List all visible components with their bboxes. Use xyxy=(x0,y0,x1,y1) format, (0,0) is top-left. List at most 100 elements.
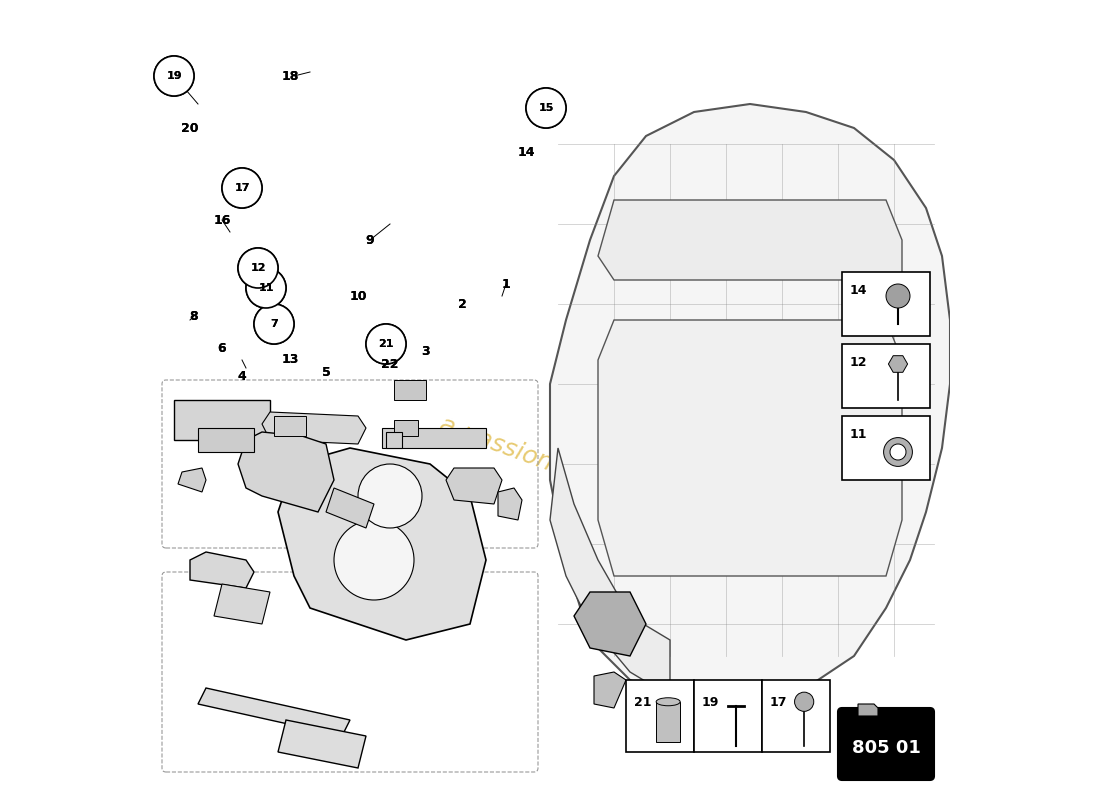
Text: 21: 21 xyxy=(378,339,394,349)
Text: 15: 15 xyxy=(538,103,553,113)
Text: 1: 1 xyxy=(502,278,510,290)
Bar xyxy=(382,428,486,448)
Circle shape xyxy=(222,168,262,208)
Bar xyxy=(694,680,762,752)
Polygon shape xyxy=(238,432,334,512)
Text: 9: 9 xyxy=(365,234,374,246)
Bar xyxy=(274,416,306,436)
Circle shape xyxy=(366,324,406,364)
Text: 19: 19 xyxy=(702,696,719,709)
Text: ETKA: ETKA xyxy=(564,306,888,414)
Text: a passion for parts: a passion for parts xyxy=(437,413,663,515)
Circle shape xyxy=(222,168,262,208)
Text: 11: 11 xyxy=(258,283,274,293)
Text: 21: 21 xyxy=(378,339,394,349)
Text: 5: 5 xyxy=(321,366,330,378)
Polygon shape xyxy=(550,448,670,696)
Text: 7: 7 xyxy=(271,319,278,329)
Bar xyxy=(657,702,680,742)
Polygon shape xyxy=(326,488,374,528)
Polygon shape xyxy=(598,200,902,280)
Polygon shape xyxy=(574,592,646,656)
Bar xyxy=(174,400,270,440)
Text: 10: 10 xyxy=(350,290,366,302)
Text: 7: 7 xyxy=(271,319,278,329)
Polygon shape xyxy=(550,104,950,704)
Text: 18: 18 xyxy=(282,70,299,82)
Text: 8: 8 xyxy=(189,310,198,322)
Text: 11: 11 xyxy=(850,428,868,441)
Text: 16: 16 xyxy=(213,214,231,226)
Polygon shape xyxy=(278,448,486,640)
Bar xyxy=(842,272,930,336)
Text: 11: 11 xyxy=(258,283,274,293)
Text: 16: 16 xyxy=(213,214,231,226)
Text: 21: 21 xyxy=(634,696,651,709)
Text: 4: 4 xyxy=(238,370,246,382)
Circle shape xyxy=(254,304,294,344)
Circle shape xyxy=(154,56,194,96)
Bar xyxy=(198,428,254,452)
Polygon shape xyxy=(198,688,350,736)
Circle shape xyxy=(366,324,406,364)
Text: 6: 6 xyxy=(218,342,227,354)
Text: 2: 2 xyxy=(458,298,466,310)
Polygon shape xyxy=(889,356,908,372)
FancyBboxPatch shape xyxy=(838,708,934,780)
Polygon shape xyxy=(446,468,502,504)
Bar xyxy=(842,416,930,480)
Text: 5: 5 xyxy=(321,366,330,378)
Text: 20: 20 xyxy=(182,122,199,134)
Text: 17: 17 xyxy=(234,183,250,193)
Circle shape xyxy=(794,692,814,711)
Polygon shape xyxy=(178,468,206,492)
Text: 4: 4 xyxy=(238,370,246,382)
Polygon shape xyxy=(498,488,522,520)
Circle shape xyxy=(254,304,294,344)
Text: 9: 9 xyxy=(365,234,374,246)
Bar xyxy=(626,680,694,752)
Text: 8: 8 xyxy=(189,310,198,322)
Circle shape xyxy=(246,268,286,308)
Text: 19: 19 xyxy=(166,71,182,81)
Bar xyxy=(394,420,418,436)
Text: 14: 14 xyxy=(517,146,535,158)
Text: 20: 20 xyxy=(182,122,199,134)
Text: 22: 22 xyxy=(382,358,398,370)
Circle shape xyxy=(526,88,566,128)
Text: 15: 15 xyxy=(538,103,553,113)
Circle shape xyxy=(334,520,414,600)
Text: 17: 17 xyxy=(770,696,788,709)
Polygon shape xyxy=(190,552,254,588)
Text: 13: 13 xyxy=(282,354,299,366)
Text: 12: 12 xyxy=(850,356,868,369)
Text: 2: 2 xyxy=(458,298,466,310)
Text: 10: 10 xyxy=(350,290,366,302)
Polygon shape xyxy=(858,704,878,716)
Text: 805 01: 805 01 xyxy=(851,739,921,757)
Polygon shape xyxy=(214,584,270,624)
Polygon shape xyxy=(278,720,366,768)
Text: 22: 22 xyxy=(382,358,398,370)
Text: 12: 12 xyxy=(251,263,266,273)
Bar xyxy=(842,344,930,408)
Text: 14: 14 xyxy=(850,284,868,297)
Text: 1: 1 xyxy=(502,278,510,290)
Circle shape xyxy=(154,56,194,96)
Polygon shape xyxy=(630,336,870,560)
Ellipse shape xyxy=(657,698,680,706)
Text: 12: 12 xyxy=(251,263,266,273)
Bar xyxy=(762,680,830,752)
Text: 13: 13 xyxy=(282,354,299,366)
Bar xyxy=(394,380,426,400)
Circle shape xyxy=(886,284,910,308)
Polygon shape xyxy=(262,412,366,444)
Text: 18: 18 xyxy=(282,70,299,82)
Text: 3: 3 xyxy=(421,346,430,358)
Text: 6: 6 xyxy=(218,342,227,354)
Polygon shape xyxy=(598,320,902,576)
Circle shape xyxy=(526,88,566,128)
Circle shape xyxy=(238,248,278,288)
Circle shape xyxy=(246,268,286,308)
Text: 14: 14 xyxy=(517,146,535,158)
